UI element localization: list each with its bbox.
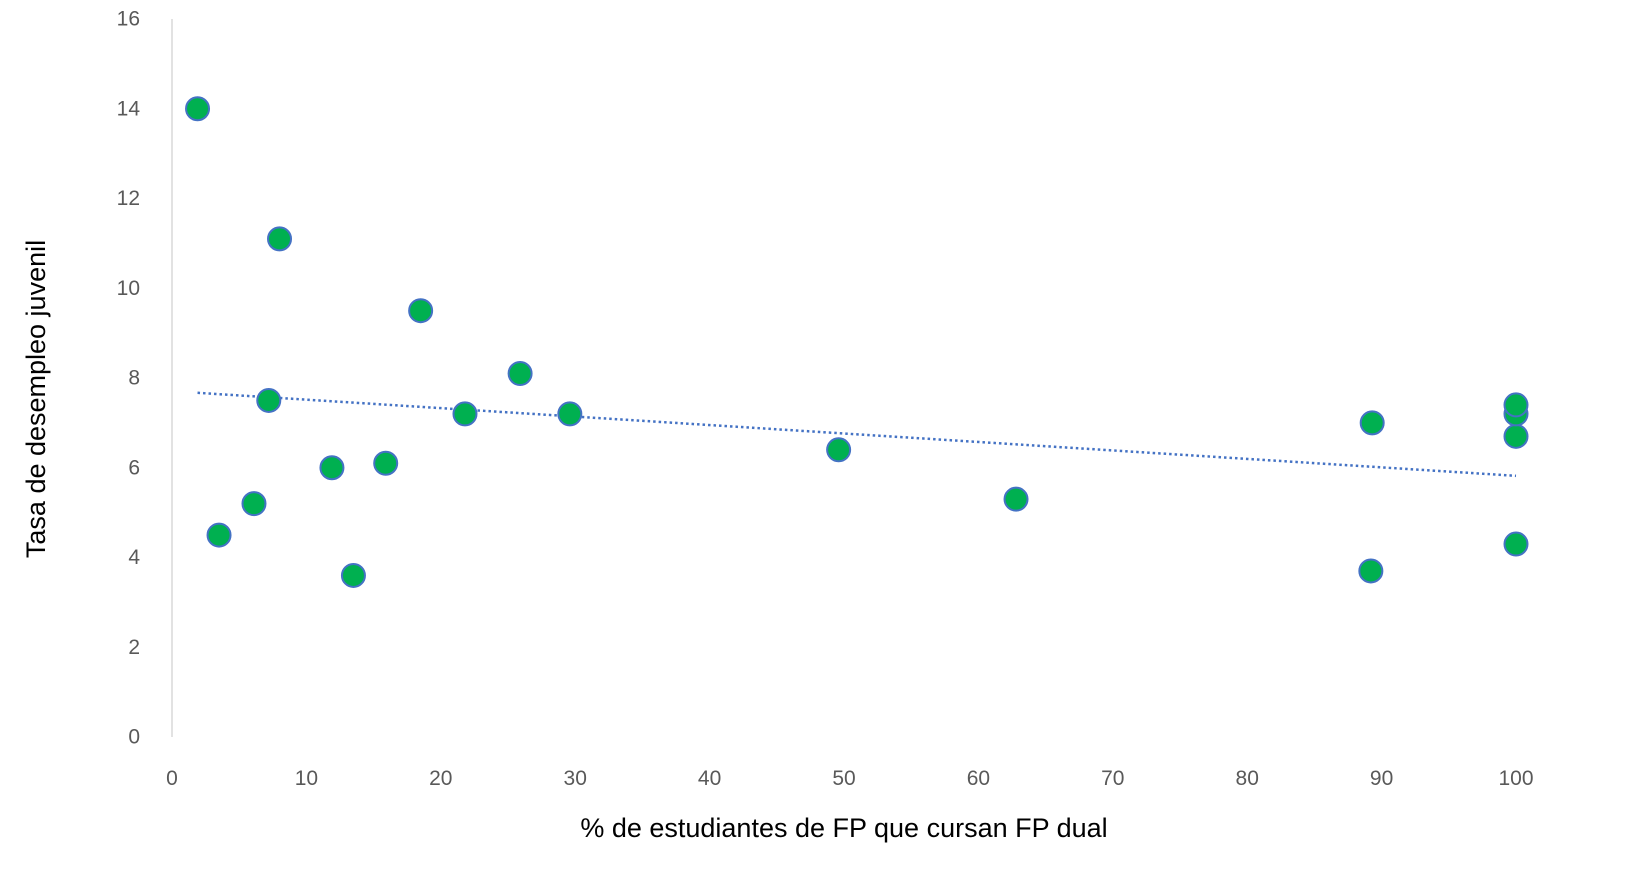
data-point	[1003, 486, 1029, 512]
x-tick-label: 40	[698, 767, 721, 790]
y-tick-labels: 0 2 4 6 8 10 12 14 16	[117, 8, 141, 749]
data-point	[557, 401, 583, 427]
y-tick-label: 10	[117, 277, 140, 300]
data-point	[185, 96, 211, 122]
data-point	[1503, 423, 1529, 449]
x-tick-label: 90	[1370, 767, 1393, 790]
y-tick-label: 4	[128, 546, 140, 569]
data-point	[1359, 410, 1385, 436]
data-point	[1503, 392, 1529, 418]
x-tick-label: 50	[832, 767, 855, 790]
x-tick-label: 80	[1236, 767, 1259, 790]
data-point	[507, 361, 533, 387]
data-point	[1358, 558, 1384, 584]
trendline	[197, 391, 1517, 478]
data-point	[408, 298, 434, 324]
data-point	[241, 491, 267, 517]
y-tick-label: 14	[117, 97, 141, 120]
y-tick-label: 6	[128, 456, 140, 479]
data-point	[256, 387, 282, 413]
x-tick-label: 30	[564, 767, 587, 790]
x-tick-label: 20	[429, 767, 452, 790]
y-tick-label: 2	[128, 636, 140, 659]
x-tick-labels: 0 10 20 30 40 50 60 70 80 90 100	[166, 767, 1533, 790]
x-axis-title: % de estudiantes de FP que cursan FP dua…	[580, 813, 1107, 843]
y-tick-label: 8	[128, 367, 140, 390]
y-tick-label: 12	[117, 187, 140, 210]
x-tick-label: 60	[967, 767, 990, 790]
x-tick-label: 10	[295, 767, 318, 790]
data-point	[826, 437, 852, 463]
y-axis-title: Tasa de desempleo juvenil	[21, 240, 51, 558]
x-tick-label: 0	[166, 767, 178, 790]
x-tick-label: 70	[1101, 767, 1124, 790]
data-point	[340, 562, 366, 588]
data-points	[185, 96, 1529, 588]
x-tick-label: 100	[1498, 767, 1533, 790]
data-point	[206, 522, 232, 548]
data-point	[319, 455, 345, 481]
y-tick-label: 0	[128, 726, 140, 749]
data-point	[452, 401, 478, 427]
data-point	[373, 450, 399, 476]
data-point	[267, 226, 293, 252]
data-point	[1503, 531, 1529, 557]
y-tick-label: 16	[117, 8, 140, 31]
